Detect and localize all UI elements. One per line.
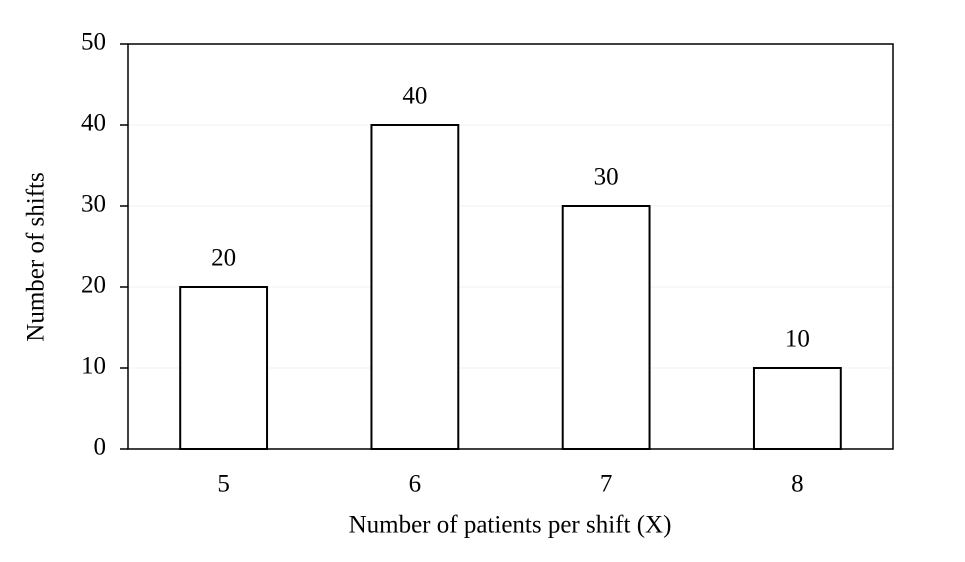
bar <box>561 205 651 450</box>
y-tick-label: 50 <box>81 29 106 56</box>
data-label: 20 <box>211 245 236 272</box>
bar <box>752 367 842 450</box>
y-axis-label: Number of shifts <box>23 172 50 341</box>
data-label: 10 <box>785 326 810 353</box>
y-tick-label: 40 <box>81 110 106 137</box>
data-label: 30 <box>594 164 619 191</box>
bar <box>370 124 460 450</box>
y-tick-label: 10 <box>81 353 106 380</box>
x-tick-label: 8 <box>791 471 804 498</box>
y-tick-label: 20 <box>81 272 106 299</box>
x-axis-label: Number of patients per shift (X) <box>349 512 672 539</box>
plot-frame <box>127 43 894 450</box>
x-tick-label: 6 <box>409 471 422 498</box>
data-label: 40 <box>402 83 427 110</box>
x-tick-label: 5 <box>217 471 230 498</box>
y-tick-label: 0 <box>94 434 107 461</box>
bar <box>179 286 269 450</box>
y-tick-label: 30 <box>81 191 106 218</box>
x-tick-label: 7 <box>600 471 613 498</box>
